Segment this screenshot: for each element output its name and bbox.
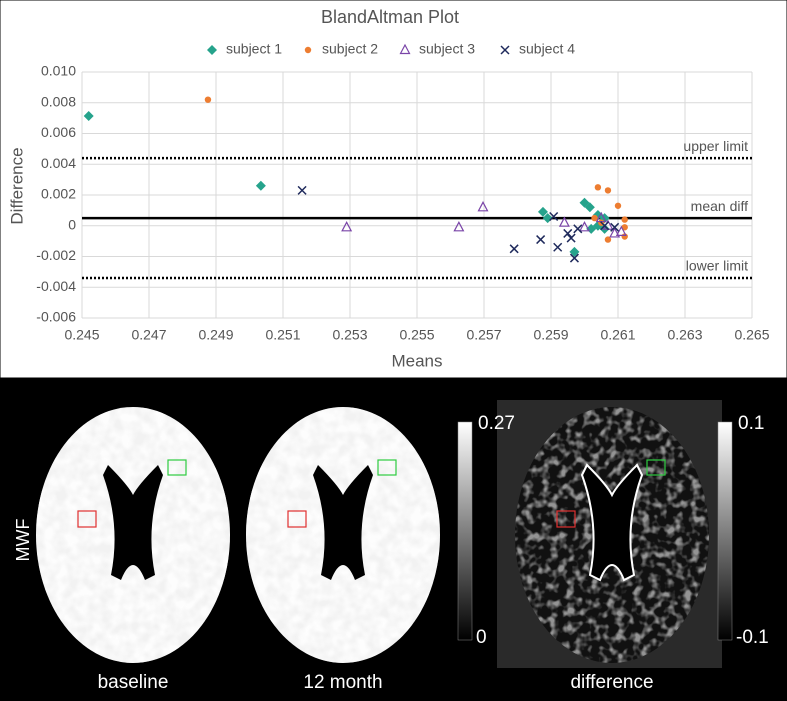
roi-red [556,510,576,528]
point [569,253,579,263]
x-tick-label: 0.251 [265,327,300,343]
roi-red [77,510,97,528]
point [549,211,559,222]
colorbar-min: -0.1 [736,627,769,648]
point [621,216,628,223]
point [610,222,620,232]
y-tick-label: 0.010 [41,63,76,79]
images: MWF baseline 12 month difference 0.27 0 0.1 -0… [13,400,769,693]
y-tick-label: 0.006 [41,124,76,140]
x-tick-label: 0.249 [198,327,233,343]
y-axis-label: Difference [7,147,26,224]
colorbar [457,421,473,641]
roi-green [646,459,666,476]
chart-frame [0,0,787,379]
reference-label: mean diff [691,198,748,214]
chart-title: BlandAltman Plot [321,7,459,27]
point [566,233,576,243]
panel-label: 12 month [303,672,382,693]
point [615,225,627,236]
y-tick-label: 0.008 [41,93,76,109]
legend-label: subject 1 [226,41,282,57]
point [621,224,628,231]
point [297,185,307,195]
point [204,96,212,103]
point [609,227,621,238]
point [537,206,548,217]
point [536,235,546,245]
x-tick-label: 0.259 [533,327,568,343]
panel-label: difference [570,672,653,693]
x-tick-label: 0.247 [131,327,166,343]
legend-label: subject 4 [519,41,575,57]
y-tick-label: 0.004 [41,155,76,171]
point [591,214,598,222]
image-y-label: MWF [13,519,33,562]
y-tick-label: -0.002 [36,247,76,263]
reference-label: lower limit [686,258,748,274]
point [477,201,489,212]
x-axis-label: Means [391,351,442,370]
x-tick-label: 0.253 [332,327,367,343]
y-tick-label: -0.006 [36,309,76,325]
colorbar-min: 0 [476,627,487,648]
colorbar-max: 0.1 [738,413,764,434]
roi-green [377,459,397,476]
point [341,221,353,232]
point [563,228,573,238]
x-tick-label: 0.255 [399,327,434,343]
legend-marker [500,45,510,55]
point [573,224,583,234]
x-tick-label: 0.245 [64,327,99,343]
reference-label: upper limit [683,138,748,154]
point [569,246,580,257]
x-tick-label: 0.261 [600,327,635,343]
point [604,236,612,243]
legend-label: subject 3 [419,41,475,57]
point [83,110,94,121]
x-tick-label: 0.265 [734,327,769,343]
roi-red [287,510,307,528]
colorbar-max: 0.27 [478,413,515,434]
point [558,216,570,227]
colorbar [717,421,733,641]
x-tick-label: 0.263 [667,327,702,343]
legend-marker [399,43,411,55]
point [453,221,465,232]
point [509,244,519,254]
point [553,242,563,252]
ventricle [313,465,373,580]
point [600,221,610,231]
y-tick-label: -0.004 [36,278,76,294]
point [579,221,590,232]
point [255,180,266,191]
point [614,202,622,209]
roi-green [167,459,187,476]
legend-marker [304,46,312,54]
point [604,187,612,194]
panel-label: baseline [98,672,169,693]
legend-marker [207,45,217,55]
y-tick-label: 0.002 [41,186,76,202]
point [584,202,595,213]
ventricle [103,465,163,580]
x-tick-label: 0.257 [466,327,501,343]
point [594,184,602,191]
ventricle [580,463,644,582]
y-tick-label: 0 [68,216,76,232]
legend-label: subject 2 [322,41,378,57]
